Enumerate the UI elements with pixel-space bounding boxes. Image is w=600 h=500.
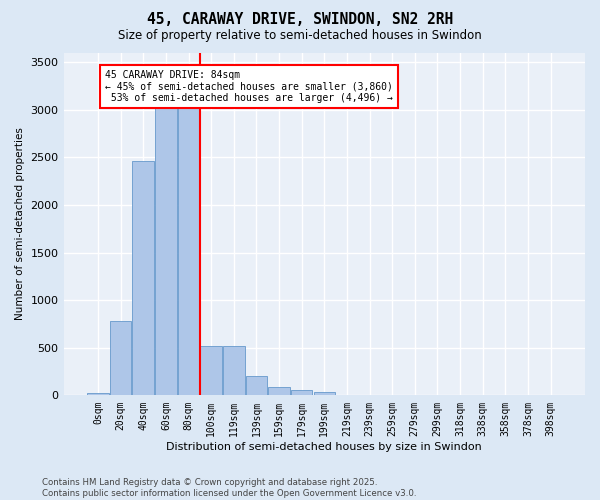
X-axis label: Distribution of semi-detached houses by size in Swindon: Distribution of semi-detached houses by …	[166, 442, 482, 452]
Bar	[178, 83, 199, 396]
Bar	[291, 390, 313, 396]
Bar	[245, 376, 267, 396]
Text: 45, CARAWAY DRIVE, SWINDON, SN2 2RH: 45, CARAWAY DRIVE, SWINDON, SN2 2RH	[147, 12, 453, 28]
Bar	[200, 346, 222, 396]
Text: Contains HM Land Registry data © Crown copyright and database right 2025.
Contai: Contains HM Land Registry data © Crown c…	[42, 478, 416, 498]
Y-axis label: Number of semi-detached properties: Number of semi-detached properties	[15, 128, 25, 320]
Bar	[223, 346, 245, 396]
Text: Size of property relative to semi-detached houses in Swindon: Size of property relative to semi-detach…	[118, 29, 482, 42]
Bar	[110, 321, 131, 396]
Bar	[314, 392, 335, 396]
Bar	[155, 81, 176, 396]
Bar	[268, 387, 290, 396]
Text: 45 CARAWAY DRIVE: 84sqm
← 45% of semi-detached houses are smaller (3,860)
 53% o: 45 CARAWAY DRIVE: 84sqm ← 45% of semi-de…	[105, 70, 392, 103]
Bar	[87, 392, 109, 396]
Bar	[133, 161, 154, 396]
